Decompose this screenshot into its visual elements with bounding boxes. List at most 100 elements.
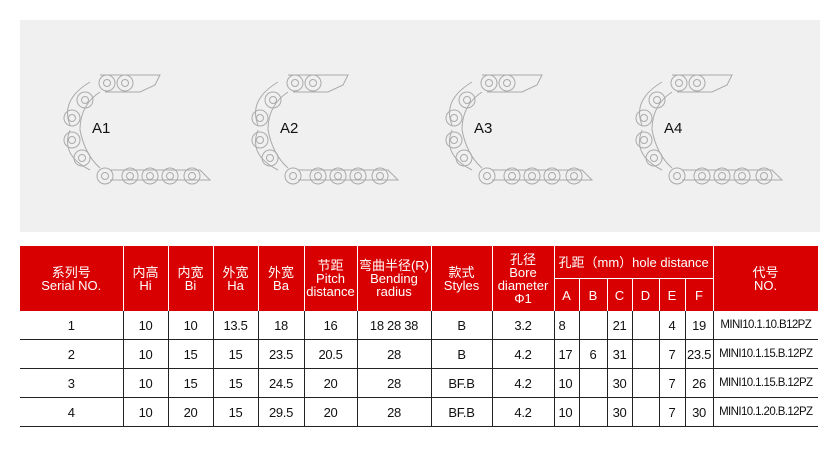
table-cell: 26 [684,368,714,398]
header-text: 内高 [132,264,159,280]
table-cell: MINI10.1.15.B.12PZ [712,368,819,398]
diagram-label: A4 [664,120,683,137]
table-cell: 10 [553,368,580,398]
table-cell: 30 [684,397,714,427]
header-text: Φ1 [514,290,532,306]
table-cell [578,397,608,427]
table-cell: 28 [356,339,432,369]
table-cell: 23.5 [257,339,305,369]
table-cell: 10 [122,397,169,427]
table-cell: BF.B [430,368,493,398]
table-row: 2 10 15 15 23.5 20.5 28 B 4.2 17 6 31 7 23.5 MINI10.1.… [20,339,819,369]
header-text: 弯曲半径(R) [358,258,430,273]
header-radius: 弯曲半径(R) Bending radius [356,246,432,311]
table-row: 4 10 20 15 29.5 20 28 BF.B 4.2 10 30 7 30 MINI10.1.20… [20,397,819,427]
table-cell: 30 [606,397,633,427]
header-text: 系列号 [51,264,91,280]
header-text: 内宽 [177,264,204,280]
table-cell: MINI10.1.15.B.12PZ [712,339,819,369]
header-text: Hi [139,277,152,293]
table-cell: 6 [578,339,608,369]
table-cell: 2 [20,339,124,369]
table-cell [631,339,660,369]
table-cell: 30 [606,368,633,398]
table-cell: 7 [658,368,686,398]
table-cell: MINI10.1.10.B12PZ [712,311,819,340]
table-cell: 28 [356,397,432,427]
table-cell: 10 [553,397,580,427]
header-text: 款式 [448,264,475,280]
table-cell: 10 [167,311,214,340]
header-hole-a: A [554,278,580,311]
header-text: Ha [227,277,244,293]
header-text: Pitch [316,271,345,286]
header-text: Bi [184,277,197,293]
table-cell [578,311,608,340]
table-row: 1 10 10 13.5 18 16 18 28 38 B 3.2 8 21 4 19 MINI10.1.… [20,311,819,340]
table-cell: B [430,311,493,340]
table-cell: 3 [20,368,124,398]
drag-chain-diagram-panel: A1 A2 A3 A4 [20,20,820,232]
table-cell: 31 [606,339,633,369]
table-cell: 20 [303,368,358,398]
header-text: distance [306,284,355,299]
table-cell: 17 [553,339,580,369]
table-cell [631,311,660,340]
table-cell: 4 [20,397,124,427]
table-cell: 15 [167,339,214,369]
header-hole-c: C [606,278,633,311]
header-styles: 款式 Styles [430,246,493,311]
table-cell: 18 28 38 [356,311,432,340]
header-text: 孔径 [509,251,536,267]
header-text: 代号 [752,264,779,280]
table-cell: 3.2 [491,311,555,340]
header-text: Styles [443,277,480,293]
table-cell: 4.2 [491,339,555,369]
header-hi: 内高 Hi [122,246,169,311]
diagram-label: A2 [280,120,299,137]
table-cell: 7 [658,397,686,427]
table-cell: 1 [20,311,124,340]
table-cell: 28 [356,368,432,398]
table-cell: B [430,339,493,369]
table-cell: 10 [122,311,169,340]
header-bore: 孔径 Bore diameter Φ1 [491,246,555,311]
table-cell [631,368,660,398]
table-cell [578,368,608,398]
table-cell: 4.2 [491,397,555,427]
header-text: 外宽 [222,264,249,280]
header-text: radius [376,284,412,299]
header-text: Serial NO. [41,277,102,293]
table-cell [631,397,660,427]
header-ba: 外宽 Ba [257,246,305,311]
table-cell: 16 [303,311,358,340]
table-cell: 20 [167,397,214,427]
header-text: Bending [370,271,418,286]
table-cell: 23.5 [684,339,714,369]
header-text: diameter [497,277,549,293]
header-hole-d: D [631,278,660,311]
table-cell: 20 [303,397,358,427]
header-pitch: 节距 Pitch distance [303,246,358,311]
table-cell: 4.2 [491,368,555,398]
table-cell: 18 [257,311,305,340]
header-text: Ba [273,277,289,293]
table-cell: MINI10.1.20.B.12PZ [712,397,819,427]
table-cell: 7 [658,339,686,369]
table-cell: 8 [553,311,580,340]
table-cell: 29.5 [257,397,305,427]
chain-diagram-a1: A1 [50,70,230,190]
table-cell: 21 [606,311,633,340]
table-cell: 19 [684,311,714,340]
header-hole-b: B [578,278,608,311]
header-no: 代号 NO. [712,246,819,311]
table-cell: 4 [658,311,686,340]
table-cell: BF.B [430,397,493,427]
header-ha: 外宽 Ha [212,246,259,311]
header-hole-f: F [684,278,714,311]
header-text: 节距 [317,258,344,273]
table-cell: 10 [122,368,169,398]
table-cell: 10 [122,339,169,369]
header-hole: 孔距（mm）hole distance [553,246,714,279]
header-serial: 系列号 Serial NO. [20,246,124,311]
